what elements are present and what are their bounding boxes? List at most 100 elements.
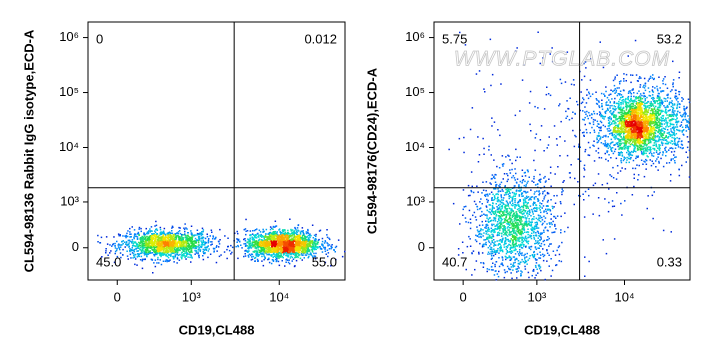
- event-dot: [511, 223, 512, 225]
- event-dot: [528, 272, 530, 274]
- event-dot: [534, 229, 536, 231]
- event-dot: [531, 209, 533, 211]
- event-dot: [553, 251, 555, 253]
- event-dot: [495, 215, 497, 217]
- event-dot: [191, 254, 193, 256]
- event-dot: [160, 227, 162, 229]
- event-dot: [252, 233, 254, 235]
- event-dot: [534, 277, 536, 279]
- event-dot: [496, 214, 498, 216]
- event-dot: [523, 191, 525, 193]
- event-dot: [300, 242, 302, 244]
- event-dot: [250, 235, 252, 237]
- event-dot: [548, 179, 550, 181]
- event-dot: [156, 228, 158, 230]
- event-dot: [623, 78, 625, 80]
- event-dot: [262, 241, 264, 243]
- event-dot: [141, 231, 143, 233]
- event-dot: [514, 168, 516, 170]
- event-dot: [615, 119, 617, 121]
- event-dot: [287, 239, 289, 241]
- event-dot: [665, 109, 667, 111]
- event-dot: [539, 205, 541, 207]
- event-dot: [154, 254, 156, 256]
- event-dot: [547, 230, 549, 232]
- event-dot: [268, 254, 270, 256]
- event-dot: [474, 269, 476, 271]
- event-dot: [134, 251, 136, 253]
- event-dot: [163, 241, 165, 243]
- event-dot: [501, 214, 503, 216]
- event-dot: [497, 248, 499, 250]
- event-dot: [259, 242, 261, 244]
- event-dot: [550, 258, 552, 260]
- event-dot: [510, 264, 512, 266]
- event-dot: [272, 248, 274, 250]
- event-dot: [497, 209, 499, 211]
- event-dot: [297, 237, 299, 239]
- quadrant-percent: 55.0: [312, 254, 337, 269]
- event-dot: [492, 269, 494, 271]
- event-dot: [505, 194, 507, 196]
- event-dot: [546, 249, 548, 251]
- event-dot: [491, 197, 493, 199]
- event-dot: [191, 257, 193, 259]
- event-dot: [140, 228, 142, 230]
- event-dot: [505, 237, 507, 239]
- event-dot: [155, 266, 157, 268]
- event-dot: [176, 253, 178, 255]
- event-dot: [152, 233, 154, 235]
- event-dot: [273, 238, 275, 240]
- event-dot: [518, 190, 520, 192]
- event-dot: [491, 178, 493, 180]
- event-dot: [537, 219, 539, 221]
- event-dot: [129, 248, 131, 250]
- event-dot: [300, 232, 302, 234]
- event-dot: [511, 177, 512, 179]
- event-dot: [99, 242, 101, 244]
- event-dot: [112, 244, 114, 246]
- event-dot: [253, 238, 255, 240]
- event-dot: [540, 266, 542, 268]
- event-dot: [295, 257, 297, 259]
- event-dot: [667, 97, 669, 99]
- event-dot: [542, 200, 544, 202]
- event-dot: [118, 243, 120, 245]
- event-dot: [146, 252, 148, 254]
- event-dot: [518, 208, 520, 210]
- event-dot: [491, 214, 493, 216]
- event-dot: [176, 262, 178, 264]
- event-dot: [519, 218, 521, 220]
- event-dot: [245, 255, 247, 256]
- event-dot: [514, 177, 516, 179]
- event-dot: [554, 216, 556, 218]
- event-dot: [142, 241, 144, 243]
- event-dot: [179, 260, 181, 262]
- event-dot: [201, 242, 203, 244]
- event-dot: [135, 254, 137, 256]
- event-dot: [97, 241, 99, 243]
- event-dot: [166, 240, 168, 242]
- event-dot: [271, 245, 273, 247]
- event-dot: [189, 237, 191, 239]
- event-dot: [478, 252, 480, 254]
- event-dot: [198, 242, 200, 244]
- event-dot: [165, 250, 167, 252]
- event-dot: [504, 277, 506, 279]
- event-dot: [193, 235, 195, 237]
- event-dot: [502, 265, 504, 267]
- event-dot: [541, 217, 543, 219]
- event-dot: [521, 206, 523, 208]
- event-dot: [160, 237, 162, 239]
- event-dot: [506, 223, 508, 225]
- event-dot: [522, 223, 524, 225]
- event-dot: [286, 249, 288, 251]
- event-dot: [309, 242, 311, 244]
- event-dot: [521, 220, 523, 222]
- event-dot: [140, 249, 142, 251]
- event-dot: [302, 238, 304, 240]
- event-dot: [202, 231, 204, 233]
- event-dot: [306, 231, 308, 233]
- x-tick-label: 10³: [182, 289, 201, 304]
- event-dot: [271, 263, 273, 265]
